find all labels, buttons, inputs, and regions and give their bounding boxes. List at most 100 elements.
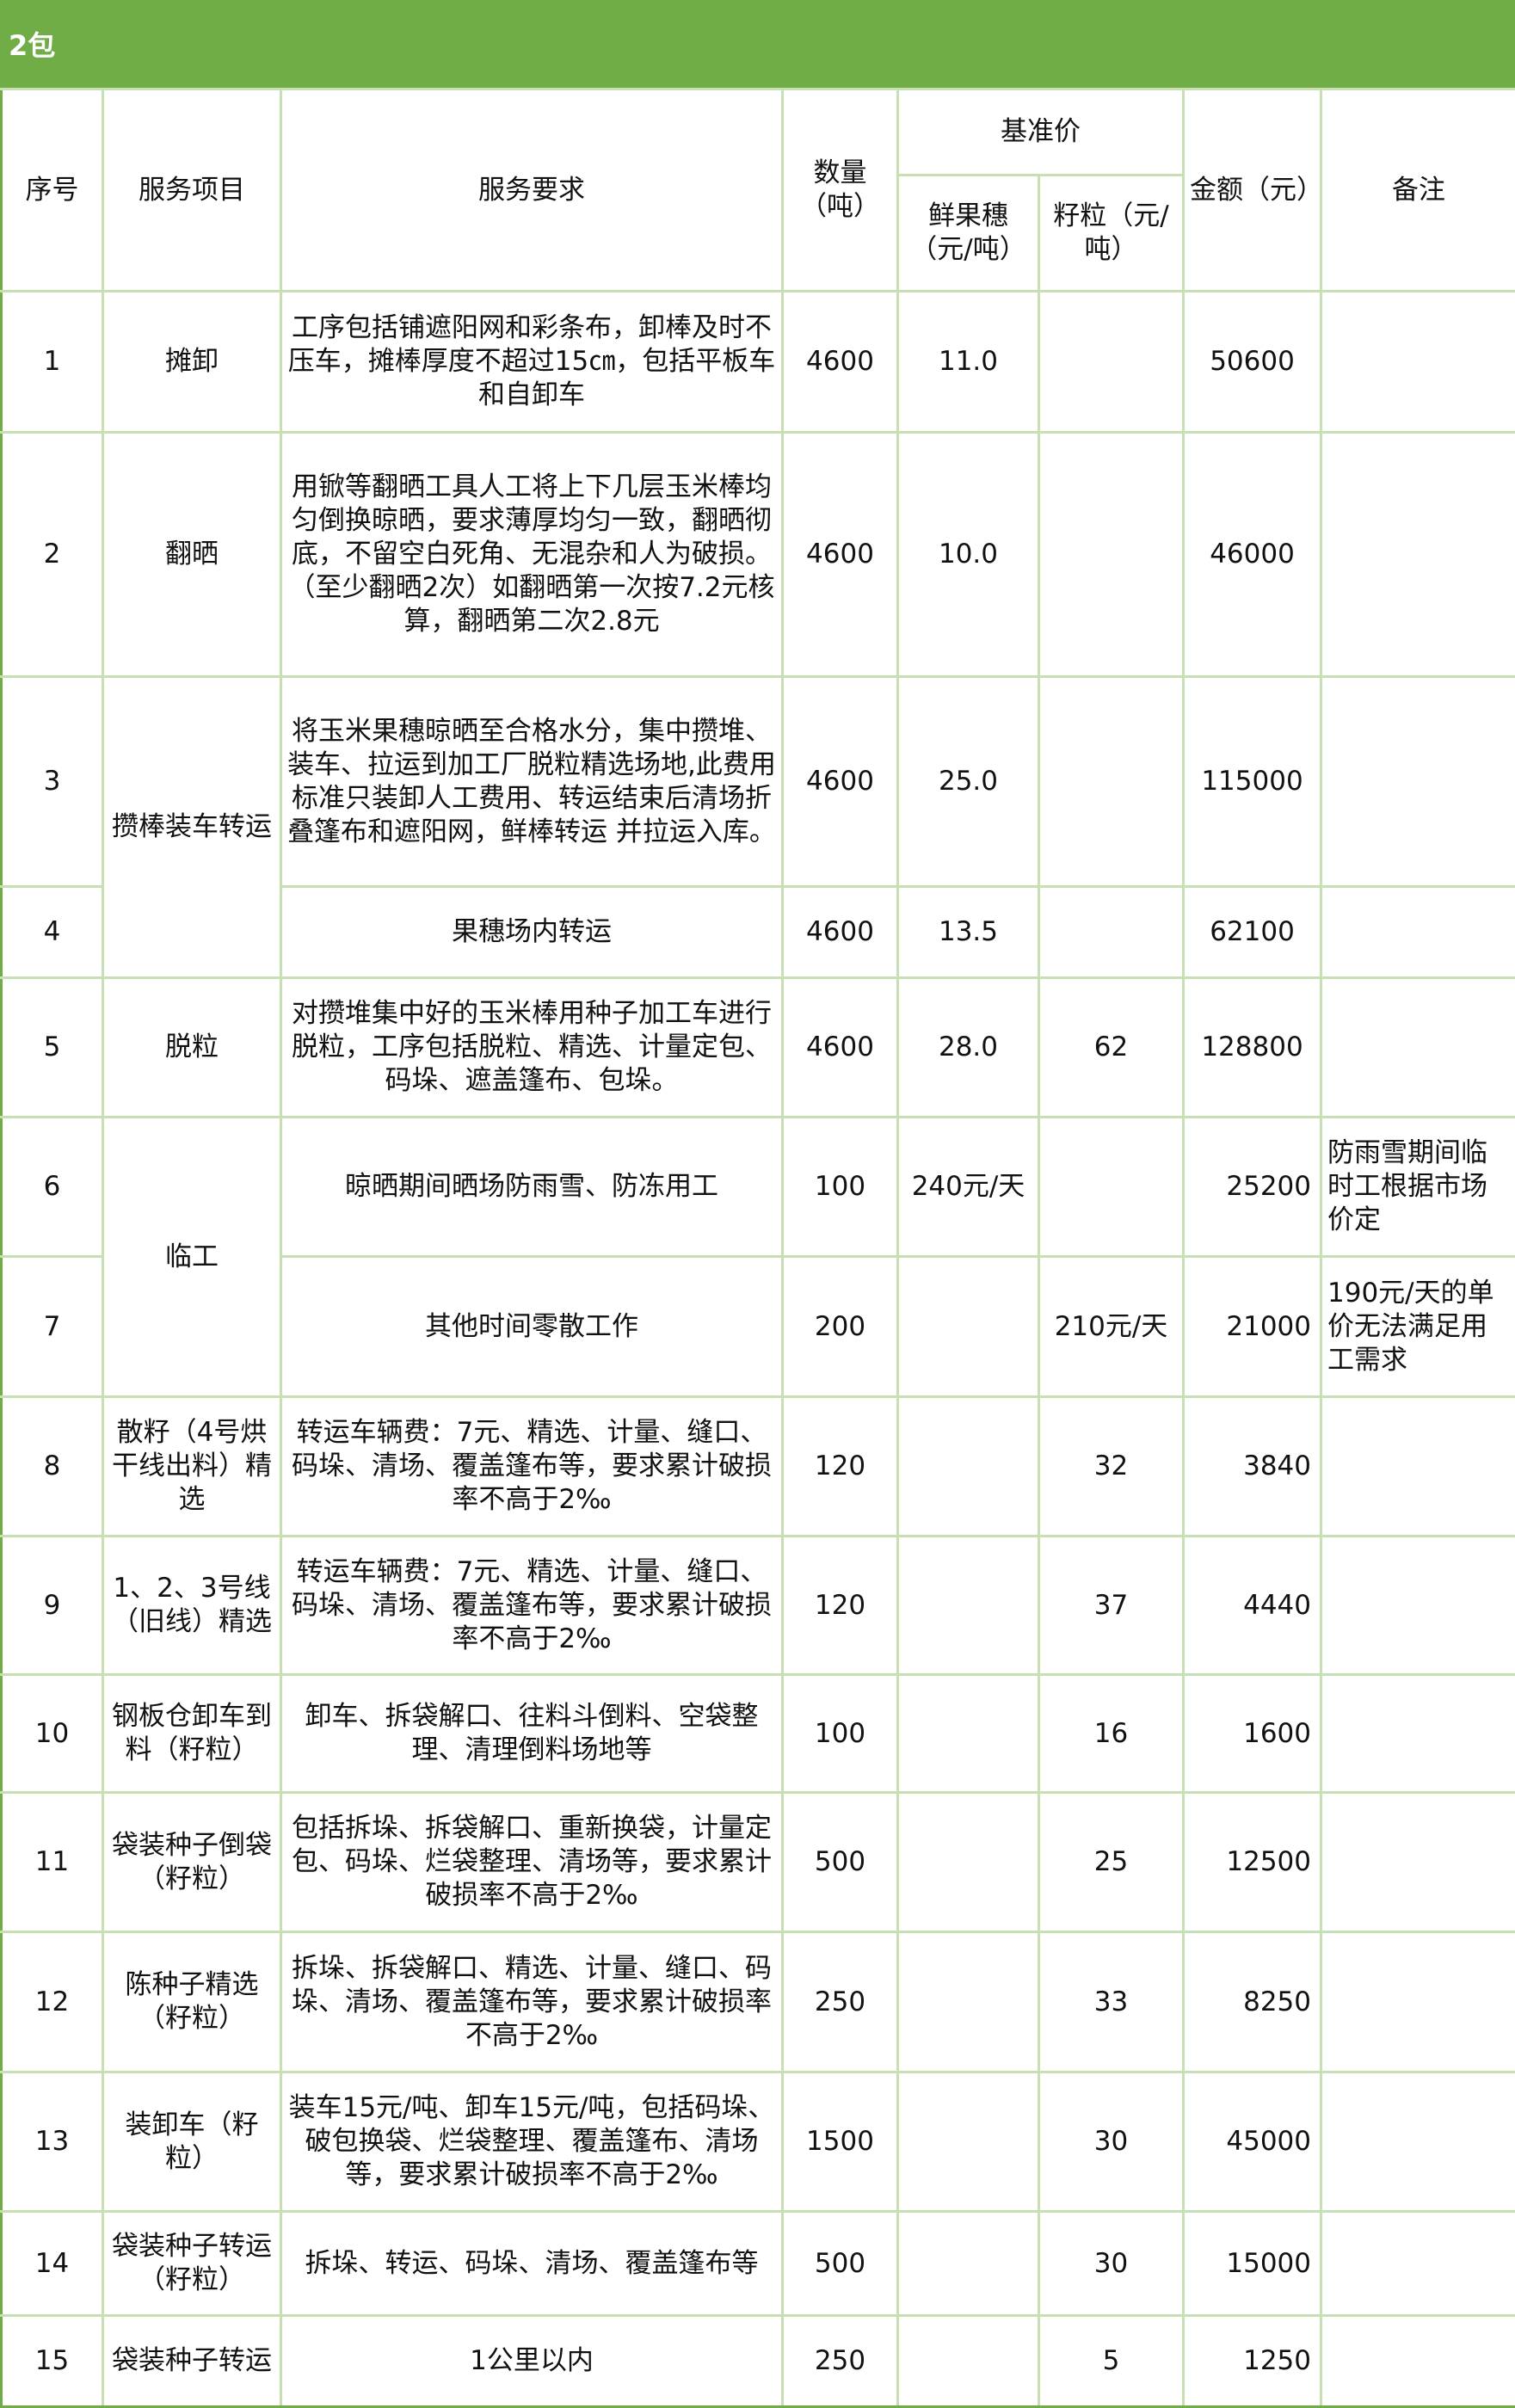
cell-fresh-price xyxy=(896,1931,1040,2073)
cell-seed-price: 62 xyxy=(1038,976,1185,1118)
cell-no: 3 xyxy=(0,675,104,888)
cell-remark: 防雨雪期间临时工根据市场价定 xyxy=(1320,1116,1515,1258)
cell-quantity: 1500 xyxy=(781,2071,899,2213)
cell-remark xyxy=(1320,2210,1515,2317)
table-row: 10 钢板仓卸车到料（籽粒） 卸车、拆袋解口、往料斗倒料、空袋整理、清理倒料场地等 1… xyxy=(0,1673,1515,1794)
cell-remark xyxy=(1320,290,1515,434)
cell-amount: 1600 xyxy=(1182,1673,1322,1794)
cell-item: 陈种子精选（籽粒） xyxy=(102,1931,282,2073)
cell-seed-price xyxy=(1038,431,1185,678)
cell-item: 脱粒 xyxy=(102,976,282,1118)
cell-item: 散籽（4号烘干线出料）精选 xyxy=(102,1395,282,1537)
cell-no: 2 xyxy=(0,431,104,678)
cell-remark xyxy=(1320,431,1515,678)
cell-amount: 50600 xyxy=(1182,290,1322,434)
cell-seed-price xyxy=(1038,1116,1185,1258)
cell-seed-price: 210元/天 xyxy=(1038,1255,1185,1398)
cell-seed-price: 32 xyxy=(1038,1395,1185,1537)
cell-quantity: 100 xyxy=(781,1116,899,1258)
cell-amount: 8250 xyxy=(1182,1931,1322,2073)
cell-fresh-price xyxy=(896,1535,1040,1676)
cell-fresh-price: 11.0 xyxy=(896,290,1040,434)
cell-requirement: 拆垛、转运、码垛、清场、覆盖篷布等 xyxy=(280,2210,784,2317)
cell-no: 13 xyxy=(0,2071,104,2213)
cell-quantity: 4600 xyxy=(781,431,899,678)
cell-remark: 190元/天的单价无法满足用工需求 xyxy=(1320,1255,1515,1398)
cell-no: 6 xyxy=(0,1116,104,1258)
table-row: 3 攒棒装车转运 将玉米果穗晾晒至合格水分，集中攒堆、装车、拉运到加工厂脱粒精选场地… xyxy=(0,675,1515,979)
cell-quantity: 4600 xyxy=(781,885,899,979)
cell-fresh-price xyxy=(896,1255,1040,1398)
cell-fresh-price: 10.0 xyxy=(896,431,1040,678)
cell-amount: 12500 xyxy=(1182,1791,1322,1933)
cell-fresh-price: 25.0 xyxy=(896,675,1040,888)
cell-fresh-price: 240元/天 xyxy=(896,1116,1040,1258)
header-seed: 籽粒（元/吨） xyxy=(1038,174,1185,293)
table-row: 14 袋装种子转运（籽粒） 拆垛、转运、码垛、清场、覆盖篷布等 500 30 15000 xyxy=(0,2210,1515,2317)
cell-seed-price xyxy=(1038,675,1185,888)
cell-fresh-price xyxy=(896,2314,1040,2408)
cell-no: 12 xyxy=(0,1931,104,2073)
header-no: 序号 xyxy=(0,88,104,293)
package-title: 2包 xyxy=(0,0,1515,88)
cell-item: 袋装种子倒袋（籽粒） xyxy=(102,1791,282,1933)
cell-remark xyxy=(1320,1395,1515,1537)
cell-item: 袋装种子转运（籽粒） xyxy=(102,2210,282,2317)
cell-fresh-price xyxy=(896,1791,1040,1933)
cell-quantity: 100 xyxy=(781,1673,899,1794)
table-row: 1 摊卸 工序包括铺遮阳网和彩条布，卸棒及时不压车，摊棒厚度不超过15㎝，包括平板车… xyxy=(0,290,1515,434)
header-requirement: 服务要求 xyxy=(280,88,784,293)
cell-fresh-price: 28.0 xyxy=(896,976,1040,1118)
table-row: 5 脱粒 对攒堆集中好的玉米棒用种子加工车进行脱粒，工序包括脱粒、精选、计量定包、码… xyxy=(0,976,1515,1118)
cell-requirement: 卸车、拆袋解口、往料斗倒料、空袋整理、清理倒料场地等 xyxy=(280,1673,784,1794)
cell-requirement: 对攒堆集中好的玉米棒用种子加工车进行脱粒，工序包括脱粒、精选、计量定包、码垛、遮… xyxy=(280,976,784,1118)
cell-quantity: 120 xyxy=(781,1535,899,1676)
cell-requirement: 转运车辆费：7元、精选、计量、缝口、码垛、清场、覆盖篷布等，要求累计破损率不高于… xyxy=(280,1535,784,1676)
cell-no: 9 xyxy=(0,1535,104,1676)
cell-item: 钢板仓卸车到料（籽粒） xyxy=(102,1673,282,1794)
cell-remark xyxy=(1320,885,1515,979)
cell-no: 14 xyxy=(0,2210,104,2317)
cell-remark xyxy=(1320,2314,1515,2408)
cell-amount: 45000 xyxy=(1182,2071,1322,2213)
cell-item: 攒棒装车转运 xyxy=(102,675,282,979)
cell-fresh-price xyxy=(896,1395,1040,1537)
cell-requirement: 包括拆垛、拆袋解口、重新换袋，计量定包、码垛、烂袋整理、清场等，要求累计破损率不… xyxy=(280,1791,784,1933)
cell-remark xyxy=(1320,1931,1515,2073)
cell-requirement: 1公里以内 xyxy=(280,2314,784,2408)
cell-amount: 46000 xyxy=(1182,431,1322,678)
cell-amount: 4440 xyxy=(1182,1535,1322,1676)
cell-quantity: 250 xyxy=(781,1931,899,2073)
cell-no: 8 xyxy=(0,1395,104,1537)
cell-quantity: 120 xyxy=(781,1395,899,1537)
cell-fresh-price xyxy=(896,2071,1040,2213)
cell-no: 7 xyxy=(0,1255,104,1398)
cell-no: 10 xyxy=(0,1673,104,1794)
header-quantity: 数量（吨） xyxy=(781,88,899,293)
header-base-price: 基准价 xyxy=(896,88,1185,176)
cell-remark xyxy=(1320,2071,1515,2213)
header-fresh-ear: 鲜果穗（元/吨） xyxy=(896,174,1040,293)
cell-requirement: 将玉米果穗晾晒至合格水分，集中攒堆、装车、拉运到加工厂脱粒精选场地,此费用标准只… xyxy=(280,675,784,888)
cell-requirement: 装车15元/吨、卸车15元/吨，包括码垛、破包换袋、烂袋整理、覆盖篷布、清场等，… xyxy=(280,2071,784,2213)
cell-fresh-price xyxy=(896,1673,1040,1794)
cell-amount: 128800 xyxy=(1182,976,1322,1118)
cell-requirement: 晾晒期间晒场防雨雪、防冻用工 xyxy=(280,1116,784,1258)
header-remark: 备注 xyxy=(1320,88,1515,293)
cell-quantity: 4600 xyxy=(781,675,899,888)
cell-remark xyxy=(1320,1791,1515,1933)
cell-no: 5 xyxy=(0,976,104,1118)
table-row: 4 果穗场内转运 4600 13.5 62100 xyxy=(0,885,1515,979)
service-price-table: 序号 服务项目 服务要求 数量（吨） 基准价 金额（元） 备注 鲜果穗（元/吨）… xyxy=(0,88,1515,2408)
table-row: 11 袋装种子倒袋（籽粒） 包括拆垛、拆袋解口、重新换袋，计量定包、码垛、烂袋整理、… xyxy=(0,1791,1515,1933)
cell-no: 11 xyxy=(0,1791,104,1933)
cell-seed-price: 25 xyxy=(1038,1791,1185,1933)
cell-quantity: 500 xyxy=(781,2210,899,2317)
cell-seed-price xyxy=(1038,885,1185,979)
table-row: 7 其他时间零散工作 200 210元/天 21000 190元/天的单价无法满足用工需求 xyxy=(0,1255,1515,1398)
cell-seed-price: 30 xyxy=(1038,2210,1185,2317)
cell-amount: 1250 xyxy=(1182,2314,1322,2408)
cell-seed-price: 16 xyxy=(1038,1673,1185,1794)
cell-seed-price: 37 xyxy=(1038,1535,1185,1676)
cell-item: 翻晒 xyxy=(102,431,282,678)
